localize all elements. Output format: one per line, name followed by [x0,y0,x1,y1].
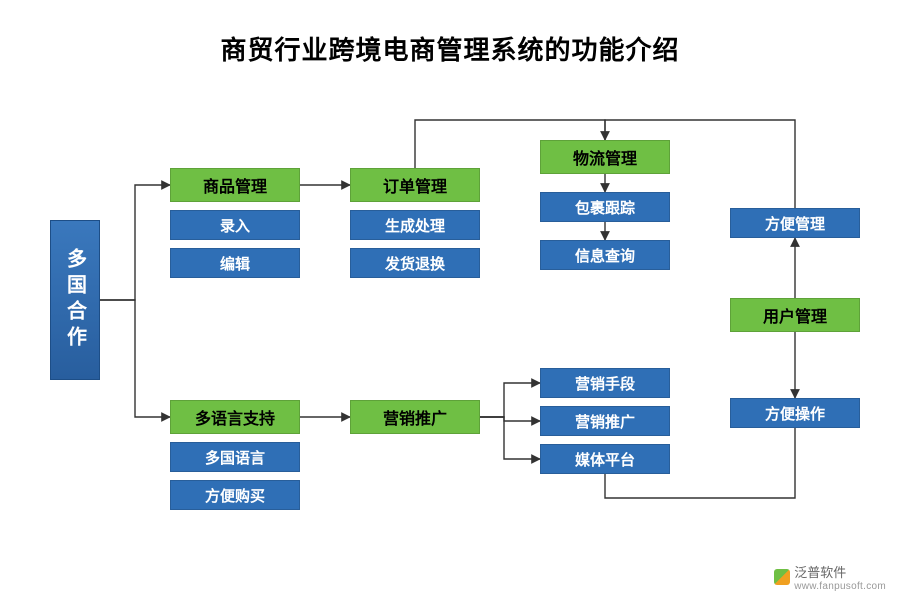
node-lang: 多语言支持 [170,400,300,434]
node-user_mgmt: 方便管理 [730,208,860,238]
node-mkt_means: 营销手段 [540,368,670,398]
node-lang_buy: 方便购买 [170,480,300,510]
watermark-text: 泛普软件 [794,565,846,580]
node-prod: 商品管理 [170,168,300,202]
node-prod_edit: 编辑 [170,248,300,278]
node-logi: 物流管理 [540,140,670,174]
watermark-logo-icon [774,569,790,585]
page-title: 商贸行业跨境电商管理系统的功能介绍 [0,30,900,67]
node-user_op: 方便操作 [730,398,860,428]
node-order_ship: 发货退换 [350,248,480,278]
node-root: 多国合作 [50,220,100,380]
node-prod_in: 录入 [170,210,300,240]
node-logi_track: 包裹跟踪 [540,192,670,222]
node-order_gen: 生成处理 [350,210,480,240]
node-logi_info: 信息查询 [540,240,670,270]
node-user: 用户管理 [730,298,860,332]
watermark: 泛普软件 www.fanpusoft.com [774,562,886,592]
node-order: 订单管理 [350,168,480,202]
watermark-url: www.fanpusoft.com [794,581,886,592]
node-lang_multi: 多国语言 [170,442,300,472]
node-market: 营销推广 [350,400,480,434]
node-mkt_media: 媒体平台 [540,444,670,474]
node-mkt_promo: 营销推广 [540,406,670,436]
